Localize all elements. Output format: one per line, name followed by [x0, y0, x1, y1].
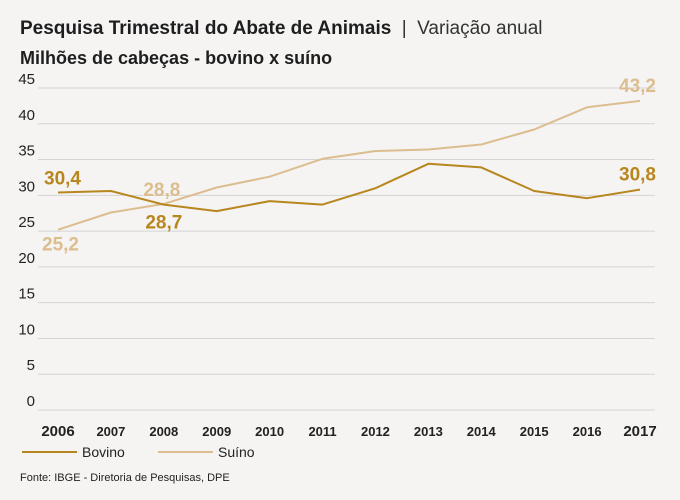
legend: Bovino Suíno	[22, 444, 255, 460]
chart-title-bold: Pesquisa Trimestral do Abate de Animais	[20, 18, 391, 39]
data-label-suíno: 43,2	[619, 76, 656, 97]
y-tick-label: 15	[18, 286, 35, 303]
data-label-bovino: 30,4	[44, 168, 81, 189]
x-tick-label: 2012	[361, 424, 390, 439]
chart-title-separator: |	[402, 18, 407, 39]
legend-label-suíno: Suíno	[218, 444, 255, 460]
x-tick-label: 2011	[308, 424, 336, 439]
y-axis-ticks: 0 5 10 15 20 25 30 35 40 45	[18, 71, 35, 410]
y-tick-label: 10	[18, 321, 35, 338]
x-tick-label: 2006	[41, 423, 74, 440]
x-tick-label: 2008	[149, 424, 178, 439]
x-tick-label: 2007	[96, 424, 125, 439]
x-tick-label: 2015	[520, 424, 549, 439]
chart-title-rest: Variação anual	[417, 18, 542, 39]
x-tick-label: 2009	[202, 424, 231, 439]
x-tick-label: 2016	[573, 424, 602, 439]
x-tick-label: 2010	[255, 424, 284, 439]
data-label-suíno: 28,8	[143, 180, 180, 201]
y-tick-label: 35	[18, 143, 35, 160]
legend-label-bovino: Bovino	[82, 444, 125, 460]
y-tick-label: 40	[18, 107, 35, 124]
data-label-bovino: 30,8	[619, 165, 656, 186]
y-tick-label: 25	[18, 214, 35, 231]
x-tick-label: 2014	[467, 424, 497, 439]
grid	[38, 87, 655, 411]
y-tick-label: 45	[18, 71, 35, 88]
source-note: Fonte: IBGE - Diretoria de Pesquisas, DP…	[20, 472, 230, 484]
series-line-bovino	[57, 162, 641, 213]
data-labels: 30,4 28,7 30,8 25,2 28,8 43,2	[42, 76, 656, 256]
series-line-suíno	[57, 99, 641, 231]
y-tick-label: 5	[27, 357, 35, 374]
chart-subtitle: Milhões de cabeças - bovino x suíno	[20, 48, 332, 68]
data-label-suíno: 25,2	[42, 235, 79, 256]
y-tick-label: 0	[27, 393, 35, 410]
x-tick-label: 2017	[623, 423, 656, 440]
y-tick-label: 30	[18, 178, 35, 195]
y-tick-label: 20	[18, 250, 35, 267]
data-label-bovino: 28,7	[145, 213, 182, 234]
x-tick-label: 2013	[414, 424, 443, 439]
chart-title: Pesquisa Trimestral do Abate de Animais …	[20, 18, 543, 39]
x-axis-ticks: 2006 2007 2008 2009 2010 2011 2012 2013 2014 2015…	[41, 423, 656, 440]
series	[57, 99, 641, 231]
